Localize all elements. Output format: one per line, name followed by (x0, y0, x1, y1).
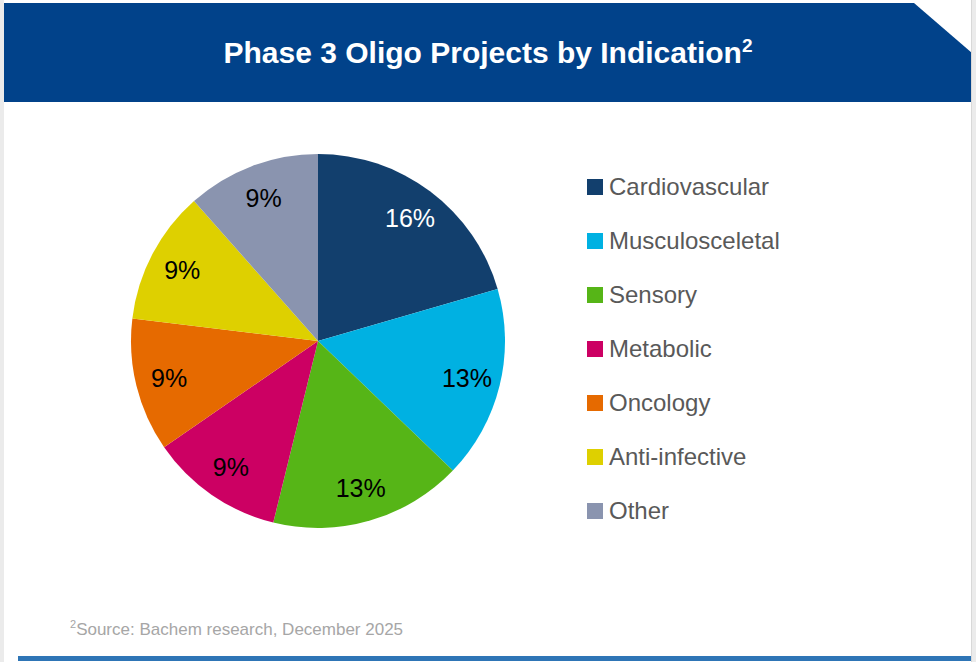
pie-label: 13% (442, 364, 492, 392)
legend-label: Other (609, 497, 669, 525)
pie-label: 9% (246, 184, 282, 212)
legend-label: Cardiovascular (609, 173, 769, 201)
legend-label: Anti-infective (609, 443, 746, 471)
legend-item-sensory: Sensory (587, 268, 780, 322)
left-edge-strip (0, 0, 4, 662)
slide: Phase 3 Oligo Projects by Indication2 16… (0, 0, 976, 662)
legend-item-anti-infective: Anti-infective (587, 430, 780, 484)
bottom-accent-bar (18, 656, 971, 661)
legend-item-cardiovascular: Cardiovascular (587, 160, 780, 214)
legend-swatch (587, 449, 603, 465)
legend-swatch (587, 287, 603, 303)
legend-item-musculosceletal: Musculosceletal (587, 214, 780, 268)
legend-swatch (587, 341, 603, 357)
legend-swatch (587, 233, 603, 249)
source-text: Source: Bachem research, December 2025 (76, 620, 403, 639)
legend-label: Sensory (609, 281, 697, 309)
legend-label: Oncology (609, 389, 710, 417)
legend-label: Musculosceletal (609, 227, 780, 255)
pie-label: 9% (151, 364, 187, 392)
pie-label: 16% (385, 204, 435, 232)
legend-label: Metabolic (609, 335, 712, 363)
legend-swatch (587, 179, 603, 195)
pie-label: 9% (213, 453, 249, 481)
legend-swatch (587, 503, 603, 519)
pie-label: 13% (336, 474, 386, 502)
legend-item-oncology: Oncology (587, 376, 780, 430)
right-edge-strip (971, 0, 976, 662)
pie-chart: 16% 13% 13% 9% 9% 9% 9% (0, 0, 976, 662)
source-note: 2Source: Bachem research, December 2025 (70, 620, 403, 640)
chart-legend: Cardiovascular Musculosceletal Sensory Meta… (587, 160, 780, 538)
legend-swatch (587, 395, 603, 411)
pie-label: 9% (164, 256, 200, 284)
legend-item-other: Other (587, 484, 780, 538)
legend-item-metabolic: Metabolic (587, 322, 780, 376)
